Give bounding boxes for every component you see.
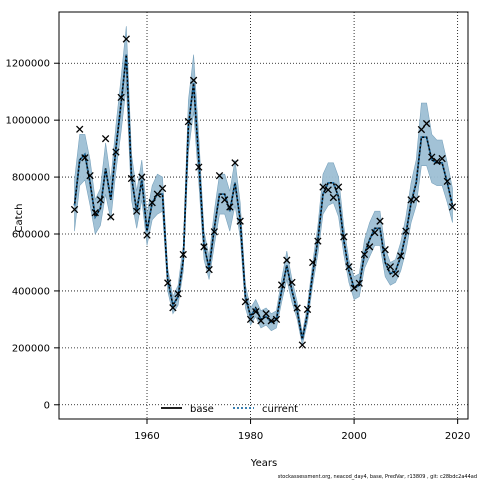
x-tick-label: 2000 bbox=[341, 431, 366, 442]
observation-point bbox=[283, 256, 291, 264]
observation-point bbox=[397, 252, 405, 260]
observation-point bbox=[272, 315, 281, 324]
observation-point bbox=[298, 341, 306, 349]
observation-point bbox=[360, 250, 369, 259]
observation-point bbox=[122, 35, 130, 43]
observation-point bbox=[169, 304, 177, 312]
observation-point bbox=[438, 154, 446, 163]
observation-point bbox=[81, 154, 89, 162]
observation-point bbox=[148, 199, 156, 207]
observation-point bbox=[262, 310, 270, 318]
observation-point bbox=[309, 258, 317, 267]
observation-point bbox=[257, 317, 265, 325]
observation-point bbox=[391, 270, 400, 278]
observation-point bbox=[226, 203, 234, 211]
observation-point bbox=[200, 243, 208, 251]
observation-point bbox=[246, 315, 255, 324]
observation-point bbox=[252, 308, 260, 316]
observation-point bbox=[231, 159, 239, 167]
observation-point bbox=[215, 171, 224, 180]
observation-point bbox=[132, 207, 141, 215]
observation-point bbox=[91, 208, 99, 217]
x-tick-label: 1980 bbox=[238, 431, 263, 442]
observation-point bbox=[386, 263, 395, 271]
y-tick-label: 400000 bbox=[12, 286, 50, 297]
observation-point bbox=[267, 317, 275, 325]
observation-point bbox=[189, 76, 198, 84]
y-tick-label: 800000 bbox=[12, 173, 50, 184]
y-tick-label: 1000000 bbox=[5, 116, 50, 127]
observation-point bbox=[205, 265, 213, 274]
y-tick-label: 600000 bbox=[12, 230, 50, 241]
observation-point bbox=[365, 243, 374, 251]
observation-point bbox=[164, 279, 172, 287]
observation-point bbox=[86, 171, 94, 180]
grid-lines bbox=[59, 12, 468, 419]
confidence-band bbox=[74, 26, 453, 346]
y-axis: 0 200000 400000 600000 800000 1000000 1200000 bbox=[5, 59, 59, 411]
footnote: stockassessment.org, neacod_day4, base, … bbox=[278, 474, 477, 480]
plot-frame bbox=[58, 11, 469, 420]
y-tick-label: 200000 bbox=[12, 343, 50, 354]
observation-point bbox=[221, 196, 229, 204]
observation-point bbox=[303, 305, 312, 314]
observation-point bbox=[334, 183, 343, 191]
observation-point bbox=[277, 281, 286, 289]
observation-point bbox=[138, 173, 146, 181]
observation-point bbox=[96, 196, 105, 204]
observation-point bbox=[107, 213, 115, 221]
observation-point bbox=[174, 290, 182, 298]
legend-label-current: current bbox=[262, 404, 298, 415]
observation-point bbox=[76, 125, 84, 133]
observation-point bbox=[117, 93, 125, 102]
x-axis: 1960 1980 2000 2020 bbox=[134, 419, 470, 442]
observation-markers bbox=[70, 35, 457, 349]
y-axis-title: Catch bbox=[14, 204, 25, 233]
observation-point bbox=[184, 117, 193, 126]
observation-point bbox=[376, 217, 384, 225]
observation-point bbox=[210, 228, 218, 236]
observation-point bbox=[153, 190, 162, 198]
observation-point bbox=[195, 163, 203, 171]
observation-point bbox=[417, 125, 426, 134]
observation-point bbox=[448, 203, 457, 211]
observation-point bbox=[345, 263, 353, 271]
observation-point bbox=[241, 298, 250, 306]
observation-point bbox=[402, 227, 410, 235]
observation-point bbox=[158, 184, 167, 193]
observation-point bbox=[288, 278, 296, 287]
observation-point bbox=[127, 174, 136, 183]
observation-point bbox=[433, 157, 441, 166]
observation-point bbox=[381, 245, 389, 254]
observation-point bbox=[179, 250, 187, 259]
y-tick-label: 1200000 bbox=[5, 59, 50, 70]
observation-point bbox=[101, 134, 110, 143]
legend: base current bbox=[161, 404, 298, 415]
observation-point bbox=[412, 195, 420, 203]
legend-label-base: base bbox=[190, 404, 214, 415]
y-tick-label: 0 bbox=[44, 400, 50, 411]
observation-point bbox=[319, 183, 327, 191]
observation-point bbox=[70, 205, 79, 214]
x-tick-label: 2020 bbox=[445, 431, 470, 442]
observation-point bbox=[329, 193, 338, 202]
observation-point bbox=[112, 148, 120, 156]
observation-point bbox=[443, 177, 451, 186]
observation-point bbox=[324, 186, 332, 194]
observation-point bbox=[422, 119, 431, 128]
observation-point bbox=[293, 304, 301, 312]
observation-point bbox=[143, 231, 151, 239]
observation-point bbox=[355, 279, 363, 287]
observation-point bbox=[314, 237, 322, 245]
observation-point bbox=[371, 228, 379, 237]
observation-point bbox=[236, 217, 244, 225]
x-tick-label: 1960 bbox=[134, 431, 159, 442]
observation-point bbox=[340, 233, 348, 241]
x-axis-title: Years bbox=[250, 458, 277, 469]
